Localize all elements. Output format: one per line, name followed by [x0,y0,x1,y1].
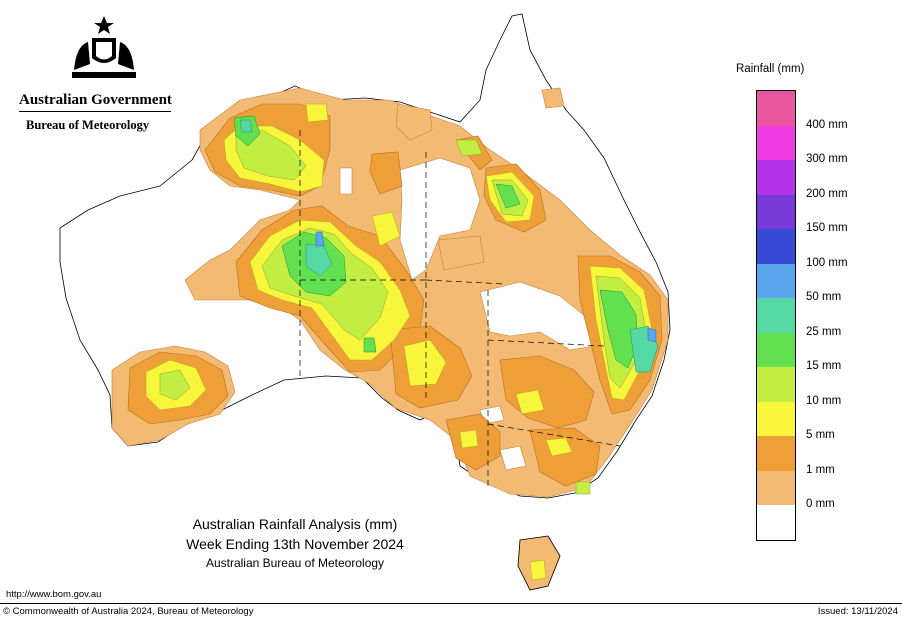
rainfall-map-frame: Australian Government Bureau of Meteorol… [6,12,848,600]
map-producer: Australian Bureau of Meteorology [205,556,385,570]
organisation-name: Australian Government [19,92,172,108]
map-period: Week Ending 13th November 2024 [186,536,404,552]
legend-title: Rainfall (mm) [736,63,805,75]
rain-class-50mm [239,119,659,373]
map-title: Australian Rainfall Analysis (mm) [192,516,398,532]
legend-label-5: 5 mm [806,429,835,441]
legend-swatch [757,125,795,160]
state-borders [299,130,621,486]
legend-swatch [757,263,795,298]
legend-label-25: 25 mm [806,326,842,338]
footer-divider [0,603,902,604]
legend-label-0: 0 mm [806,498,835,510]
legend-swatch [757,332,795,367]
legend-swatch [757,436,795,471]
agency-name: Bureau of Meteorology [26,118,150,132]
legend-label-1: 1 mm [806,464,835,476]
legend-label-150: 150 mm [806,222,848,234]
legend-label-200: 200 mm [806,188,848,200]
logo-divider [19,111,171,112]
copyright-notice: © Commonwealth of Australia 2024, Bureau… [3,606,254,617]
legend-swatch [757,367,795,402]
government-logo: Australian Government Bureau of Meteorol… [14,12,174,132]
legend-color-bar [756,90,796,541]
australia-rainfall-map [59,13,671,591]
legend-label-400: 400 mm [806,119,848,131]
rain-class-100mm [315,231,657,343]
tasmania-outline [517,535,561,591]
legend-swatch [757,229,795,264]
legend-label-300: 300 mm [806,153,848,165]
legend-label-100: 100 mm [806,257,848,269]
legend-label-10: 10 mm [806,395,842,407]
legend-swatch [757,505,795,540]
legend-swatch [757,160,795,195]
legend-swatch [757,298,795,333]
legend-swatch [757,401,795,436]
issued-date: Issued: 13/11/2024 [817,606,898,617]
legend-label-50: 50 mm [806,291,842,303]
legend-swatch [757,194,795,229]
legend-swatch [757,91,795,126]
legend-swatch [757,470,795,505]
coat-of-arms-icon [72,16,136,78]
website-link[interactable]: http://www.bom.gov.au [6,589,102,600]
legend-label-15: 15 mm [806,360,842,372]
map-titles: Australian Rainfall Analysis (mm) Week E… [150,514,440,572]
